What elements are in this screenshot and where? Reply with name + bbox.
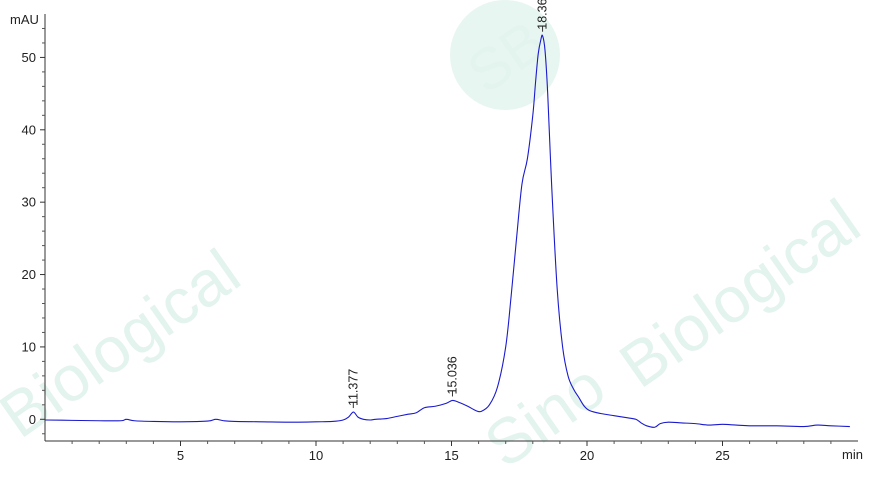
- peak-label: 18.360: [536, 0, 550, 30]
- y-tick-label: 50: [22, 50, 36, 65]
- x-tick-label: 10: [309, 448, 323, 463]
- watermark-text-center: Sino: [472, 349, 618, 480]
- y-tick-label: 0: [29, 412, 36, 427]
- x-axis-ticks: 5 10 15 20 25: [71, 441, 832, 463]
- x-tick-label: 25: [715, 448, 729, 463]
- peak-label: 15.036: [445, 356, 459, 394]
- y-axis-unit-label: mAU: [10, 12, 39, 27]
- x-axis-unit-label: min: [842, 447, 863, 462]
- peak-label: 11.377: [346, 369, 360, 406]
- peak-annotations: 11.377 15.036 18.360: [346, 0, 550, 409]
- watermark-text-right: Biological: [607, 185, 873, 401]
- y-axis-ticks: 0 10 20 30 40 50: [22, 27, 45, 435]
- peak-annotation: 18.360: [536, 0, 550, 32]
- peak-annotation: 15.036: [445, 356, 459, 397]
- signal-trace-line: [44, 34, 850, 428]
- y-tick-label: 40: [22, 122, 36, 137]
- peak-annotation: 11.377: [346, 369, 360, 409]
- x-tick-label: 20: [580, 448, 594, 463]
- y-tick-label: 10: [22, 339, 36, 354]
- x-tick-label: 15: [444, 448, 458, 463]
- y-tick-label: 20: [22, 267, 36, 282]
- watermark-logo: SB: [450, 0, 560, 110]
- watermark-logo-circle: [450, 0, 560, 110]
- y-tick-label: 30: [22, 195, 36, 210]
- x-tick-label: 5: [177, 448, 184, 463]
